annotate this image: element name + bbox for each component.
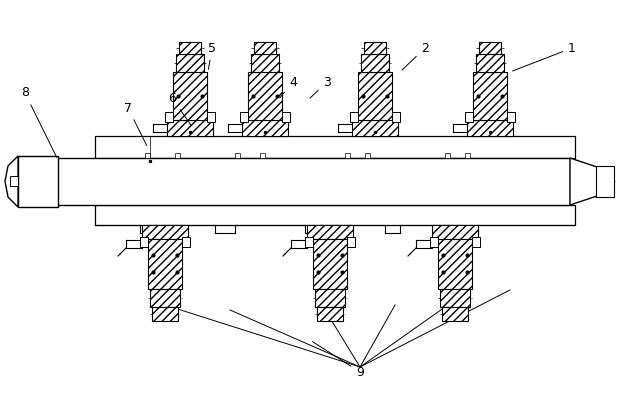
Bar: [432, 225, 478, 239]
Bar: [467, 120, 513, 136]
Text: 1: 1: [513, 42, 576, 71]
Bar: [55, 158, 570, 205]
Bar: [165, 112, 173, 122]
Bar: [95, 205, 575, 225]
Bar: [438, 239, 472, 289]
Bar: [242, 120, 288, 136]
Bar: [254, 42, 276, 54]
Bar: [430, 237, 438, 247]
Text: 4: 4: [280, 75, 297, 98]
Text: 3: 3: [310, 75, 331, 98]
Bar: [95, 136, 575, 158]
Bar: [486, 42, 494, 136]
Bar: [173, 72, 207, 120]
Bar: [479, 42, 501, 54]
Text: 9: 9: [313, 341, 364, 378]
Bar: [345, 153, 350, 158]
Bar: [473, 72, 507, 120]
Bar: [317, 307, 343, 321]
Bar: [176, 54, 204, 72]
Polygon shape: [570, 158, 605, 205]
Bar: [248, 72, 282, 120]
Bar: [326, 225, 334, 321]
Bar: [182, 237, 190, 247]
Bar: [186, 42, 194, 136]
Bar: [235, 153, 240, 158]
Bar: [282, 112, 290, 122]
Bar: [307, 225, 353, 239]
Bar: [140, 237, 148, 247]
Bar: [472, 237, 480, 247]
Bar: [161, 225, 169, 321]
Bar: [142, 225, 188, 239]
Bar: [442, 307, 468, 321]
Bar: [371, 42, 379, 136]
Bar: [313, 239, 347, 289]
Bar: [347, 237, 355, 247]
Bar: [167, 120, 213, 136]
Text: 8: 8: [21, 87, 57, 158]
Bar: [18, 156, 58, 207]
Text: 5: 5: [208, 42, 216, 69]
Bar: [240, 112, 248, 122]
Bar: [364, 42, 386, 54]
Bar: [175, 153, 180, 158]
Bar: [315, 289, 345, 307]
Bar: [352, 120, 398, 136]
Text: 2: 2: [402, 42, 429, 70]
Bar: [365, 153, 370, 158]
Bar: [596, 166, 614, 197]
Bar: [251, 54, 279, 72]
Bar: [440, 289, 470, 307]
Bar: [465, 153, 470, 158]
Bar: [361, 54, 389, 72]
Bar: [305, 237, 313, 247]
Bar: [152, 307, 178, 321]
Bar: [445, 153, 450, 158]
Bar: [207, 112, 215, 122]
Bar: [507, 112, 515, 122]
Bar: [451, 225, 459, 321]
Text: 6: 6: [168, 91, 191, 126]
Bar: [350, 112, 358, 122]
Bar: [261, 42, 269, 136]
Polygon shape: [5, 156, 18, 207]
Bar: [465, 112, 473, 122]
Bar: [392, 112, 400, 122]
Bar: [150, 289, 180, 307]
Bar: [148, 239, 182, 289]
Bar: [358, 72, 392, 120]
Bar: [260, 153, 265, 158]
Bar: [476, 54, 504, 72]
Bar: [10, 176, 18, 186]
Text: 7: 7: [124, 102, 147, 146]
Bar: [145, 153, 150, 158]
Bar: [179, 42, 201, 54]
